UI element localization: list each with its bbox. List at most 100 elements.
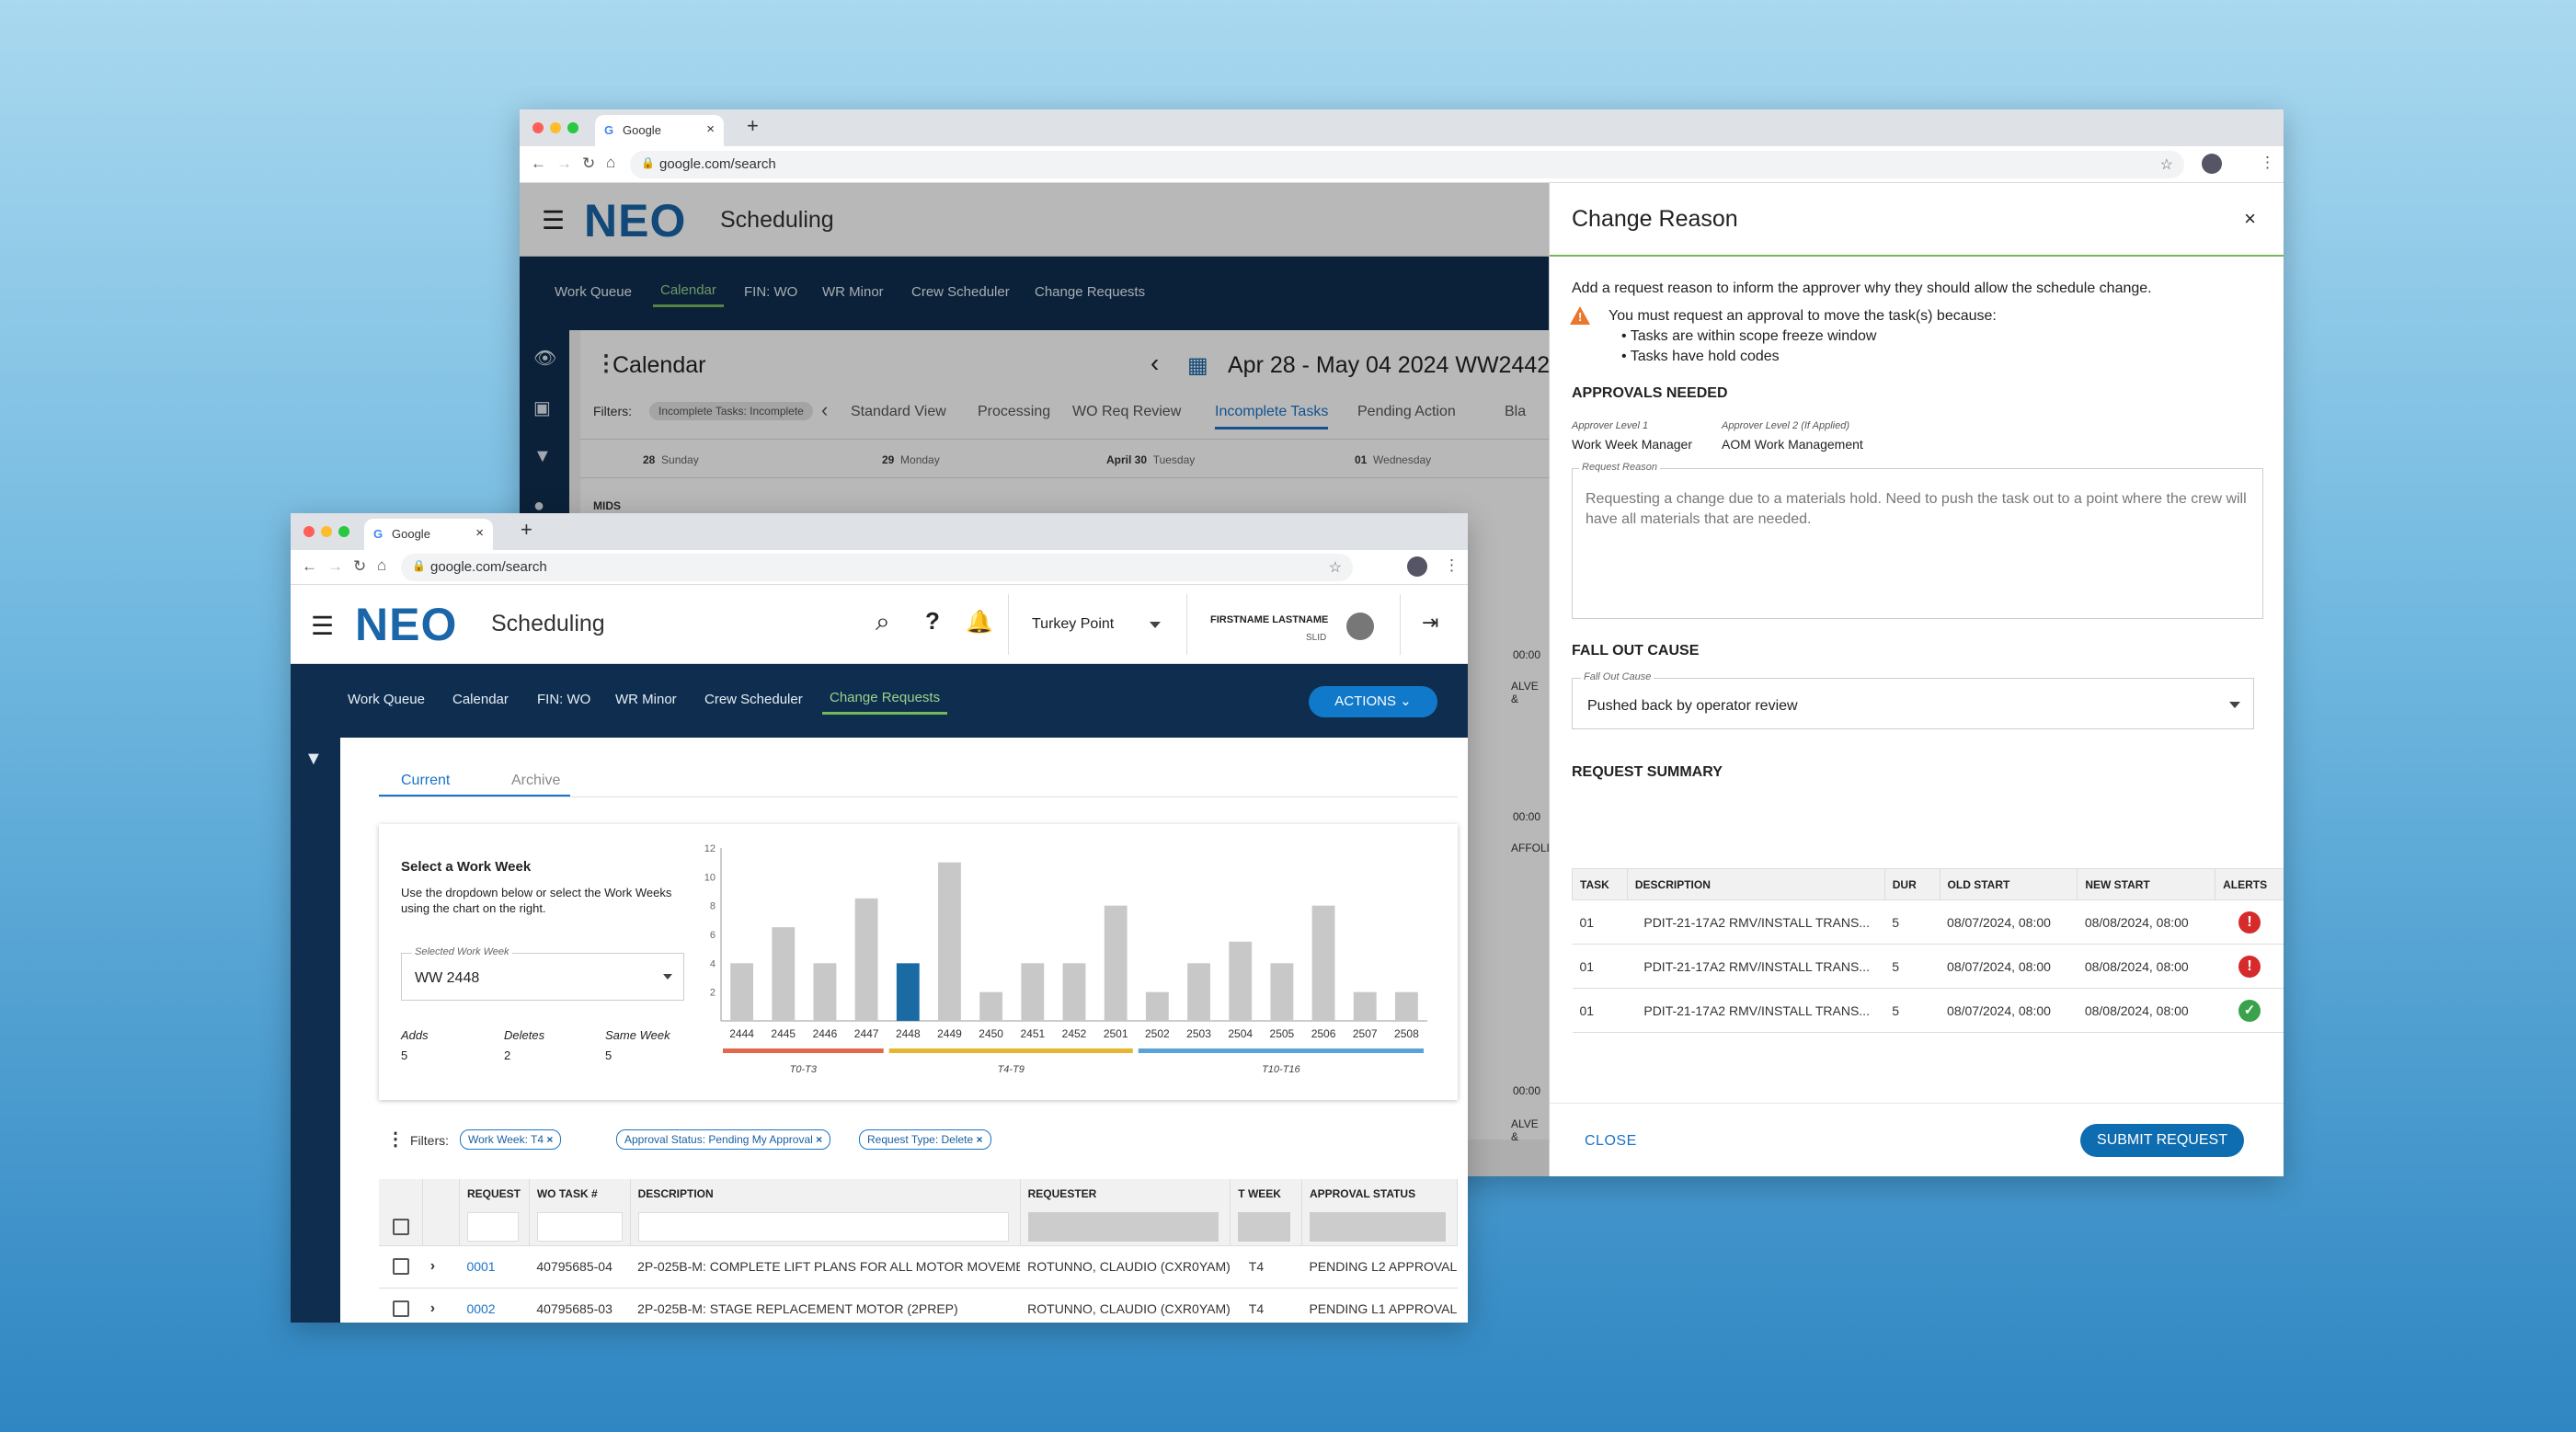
browser-menu-icon[interactable]: ⋮ (1444, 556, 1460, 574)
bar-2506[interactable] (1311, 905, 1335, 1021)
bar-2502[interactable] (1145, 991, 1169, 1021)
back-arrow-icon[interactable]: ← (302, 557, 317, 575)
nav-change-requests[interactable]: Change Requests (821, 690, 948, 715)
nav-calendar[interactable]: Calendar (653, 282, 724, 307)
work-week-select[interactable]: WW 2448 (401, 953, 684, 1001)
select-all-checkbox[interactable] (392, 1218, 409, 1235)
filter-icon[interactable]: ▼ (533, 446, 552, 466)
bar-2449[interactable] (938, 862, 961, 1021)
more-options-icon[interactable]: ⋮ (386, 1129, 405, 1150)
actions-button[interactable]: ACTIONS ⌄ (1309, 686, 1437, 717)
nav-wr-minor[interactable]: WR Minor (822, 284, 884, 300)
fallout-cause-select[interactable]: Pushed back by operator review (1572, 678, 2254, 729)
table-row[interactable]: 01 PDIT-21-17A2 RMV/INSTALL TRANS... 5 0… (1572, 988, 2284, 1033)
group-icon[interactable]: ● (533, 496, 545, 516)
home-icon[interactable]: ⌂ (377, 556, 387, 574)
calendar-icon[interactable]: ▦ (1187, 353, 1208, 378)
view-more[interactable]: Bla (1505, 404, 1527, 419)
table-row[interactable]: › 0002 40795685-03 2P-025B-M: STAGE REPL… (379, 1288, 1458, 1323)
expand-chevron-icon[interactable]: › (422, 1245, 460, 1289)
row-checkbox[interactable] (392, 1258, 409, 1276)
save-icon[interactable]: ▣ (533, 398, 551, 418)
nav-work-queue[interactable]: Work Queue (555, 284, 632, 300)
row-checkbox[interactable] (392, 1300, 409, 1318)
request-reason-textarea[interactable]: Requesting a change due to a materials h… (1572, 468, 2263, 619)
forward-arrow-icon[interactable]: → (556, 155, 572, 172)
chevron-left-icon[interactable]: ‹ (1151, 349, 1160, 377)
expand-chevron-icon[interactable]: › (422, 1288, 460, 1323)
bar-2444[interactable] (730, 963, 754, 1021)
requester-filter-input[interactable] (1027, 1211, 1219, 1242)
request-link[interactable]: 0002 (459, 1288, 530, 1323)
tab-close-icon[interactable]: × (475, 525, 484, 541)
bar-2445[interactable] (772, 927, 796, 1021)
bar-2501[interactable] (1104, 905, 1128, 1021)
filter-chip-request-type[interactable]: Request Type: Delete × (859, 1129, 991, 1150)
bar-2450[interactable] (979, 991, 1003, 1021)
nav-change-requests[interactable]: Change Requests (1035, 284, 1146, 300)
request-link[interactable]: 0001 (459, 1245, 530, 1289)
bar-2503[interactable] (1187, 963, 1210, 1021)
request-filter-input[interactable] (466, 1211, 519, 1242)
bookmark-star-icon[interactable]: ☆ (2159, 157, 2173, 173)
bar-2504[interactable] (1229, 941, 1253, 1021)
error-alert-icon[interactable]: ! (2238, 911, 2261, 934)
view-incomplete-tasks[interactable]: Incomplete Tasks (1215, 404, 1329, 430)
table-row[interactable]: 01 PDIT-21-17A2 RMV/INSTALL TRANS... 5 0… (1572, 944, 2284, 989)
logout-icon[interactable]: ⇥ (1422, 611, 1439, 634)
table-row[interactable]: › 0001 40795685-04 2P-025B-M: COMPLETE L… (379, 1245, 1458, 1289)
bar-2448[interactable] (896, 963, 920, 1021)
description-filter-input[interactable] (637, 1211, 1009, 1242)
reload-icon[interactable]: ↻ (353, 557, 367, 575)
check-alert-icon[interactable]: ✓ (2238, 999, 2261, 1022)
bar-2507[interactable] (1353, 991, 1377, 1021)
bar-2508[interactable] (1394, 991, 1418, 1021)
bar-2446[interactable] (813, 963, 837, 1021)
filter-icon[interactable]: ▼ (304, 749, 323, 769)
nav-wr-minor[interactable]: WR Minor (615, 692, 677, 707)
t-week-filter-input[interactable] (1238, 1211, 1290, 1242)
filter-chip[interactable]: Incomplete Tasks: Incomplete (649, 402, 813, 420)
search-icon[interactable]: ⌕ (876, 607, 890, 636)
approval-status-filter-input[interactable] (1309, 1211, 1446, 1242)
bar-2505[interactable] (1270, 963, 1294, 1021)
filter-chip-approval-status[interactable]: Approval Status: Pending My Approval × (616, 1129, 831, 1150)
browser-tab[interactable]: G Google × (364, 519, 493, 550)
nav-fin-wo[interactable]: FIN: WO (744, 284, 798, 300)
site-select[interactable]: Turkey Point (1032, 611, 1161, 638)
close-button[interactable]: CLOSE (1585, 1133, 1637, 1149)
browser-tab[interactable]: G Google × (595, 115, 724, 146)
bell-icon[interactable]: 🔔 (966, 610, 993, 635)
error-alert-icon[interactable]: ! (2238, 955, 2261, 978)
tab-current[interactable]: Current (401, 773, 451, 788)
url-bar[interactable]: 🔒 google.com/search ☆ (630, 151, 2184, 178)
view-pending-action[interactable]: Pending Action (1357, 404, 1456, 419)
browser-menu-icon[interactable]: ⋮ (2260, 154, 2275, 171)
profile-avatar-icon[interactable] (1407, 556, 1427, 577)
bookmark-star-icon[interactable]: ☆ (1328, 560, 1342, 576)
url-bar[interactable]: 🔒 google.com/search ☆ (401, 554, 1353, 581)
tab-close-icon[interactable]: × (706, 121, 715, 137)
view-wo-req-review[interactable]: WO Req Review (1072, 404, 1182, 419)
filter-chip-work-week[interactable]: Work Week: T4 × (460, 1129, 562, 1150)
bar-2451[interactable] (1021, 963, 1045, 1021)
hamburger-menu-icon[interactable]: ☰ (542, 206, 566, 235)
nav-work-queue[interactable]: Work Queue (348, 692, 425, 707)
new-tab-icon[interactable]: + (521, 518, 532, 541)
user-avatar-icon[interactable] (1346, 613, 1374, 640)
bar-2452[interactable] (1062, 963, 1086, 1021)
help-icon[interactable]: ? (925, 607, 940, 635)
profile-avatar-icon[interactable] (2202, 154, 2222, 174)
reload-icon[interactable]: ↻ (582, 155, 596, 172)
home-icon[interactable]: ⌂ (606, 154, 616, 171)
view-processing[interactable]: Processing (978, 404, 1051, 419)
nav-fin-wo[interactable]: FIN: WO (537, 692, 591, 707)
new-tab-icon[interactable]: + (747, 114, 759, 137)
table-row[interactable]: 01 PDIT-21-17A2 RMV/INSTALL TRANS... 5 0… (1572, 899, 2284, 945)
nav-crew-scheduler[interactable]: Crew Scheduler (911, 284, 1010, 300)
eye-icon[interactable]: 👁 (533, 349, 557, 369)
forward-arrow-icon[interactable]: → (327, 557, 343, 575)
views-chevron-left-icon[interactable]: ‹ (821, 398, 829, 421)
hamburger-menu-icon[interactable]: ☰ (311, 612, 335, 640)
bar-2447[interactable] (854, 898, 878, 1021)
